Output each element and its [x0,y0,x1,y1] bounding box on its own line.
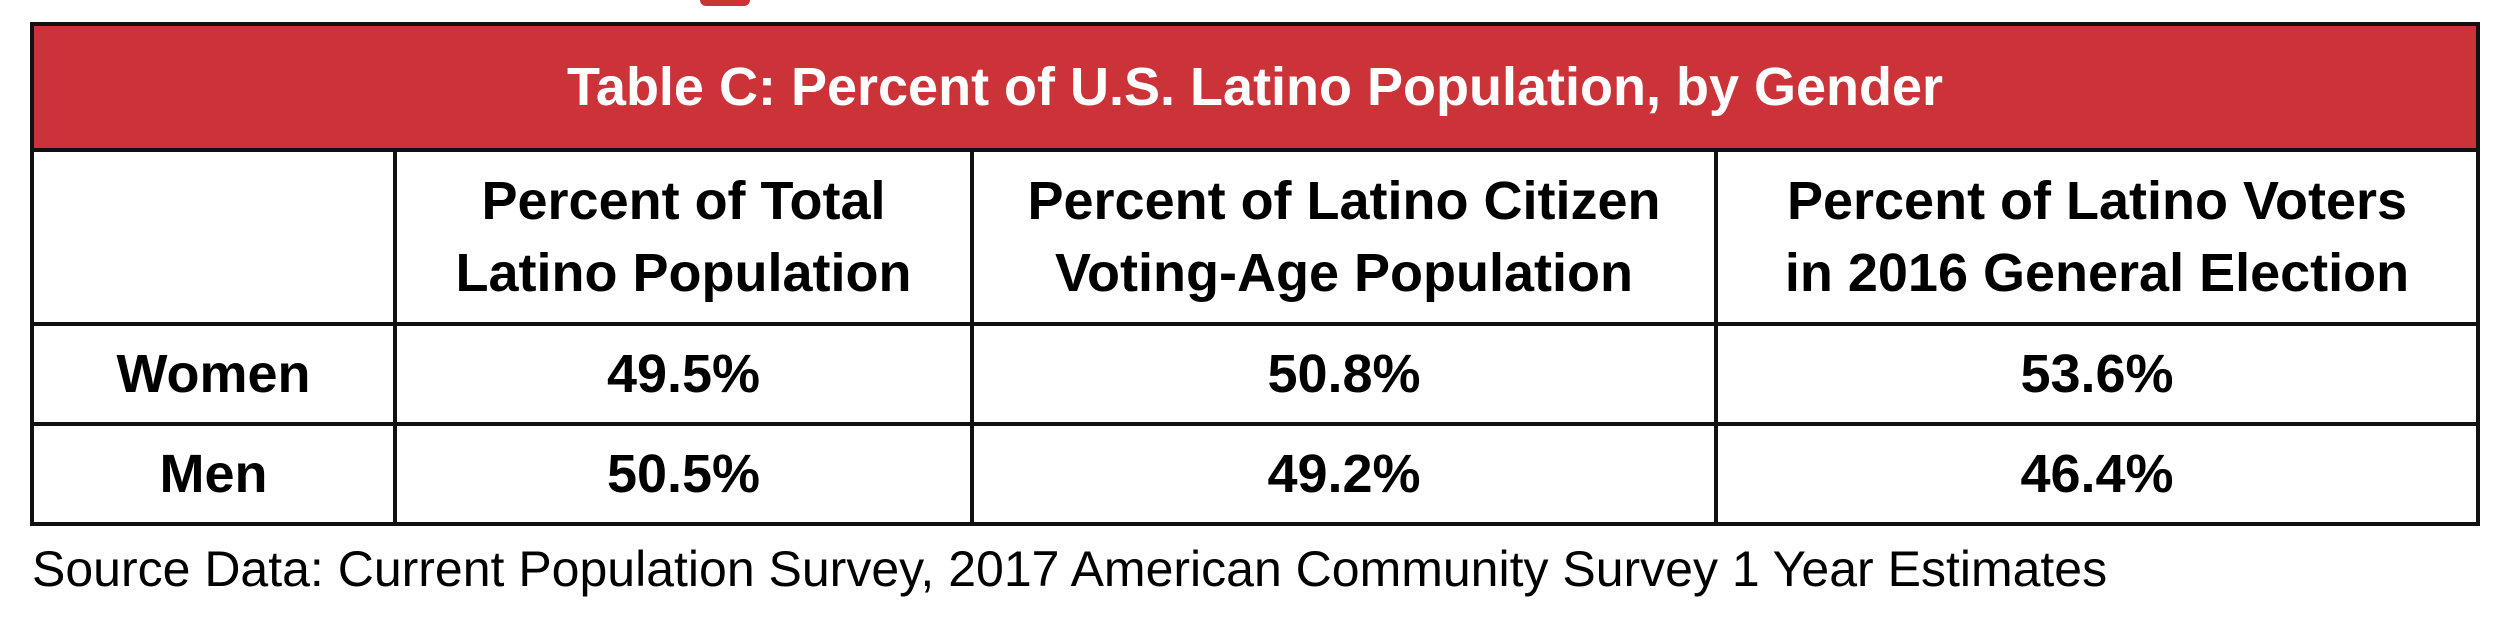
table-row: Men 50.5% 49.2% 46.4% [30,422,2481,526]
row-label-men: Men [30,422,397,526]
table-row: Women 49.5% 50.8% 53.6% [30,322,2481,426]
table-cell: 50.5% [393,422,974,526]
column-header-line: Percent of Latino Citizen [1027,171,1661,231]
column-header-line: Percent of Latino Voters [1786,171,2408,231]
table-cell: 49.2% [970,422,1718,526]
column-header-citizen-voting-age: Percent of Latino Citizen Voting-Age Pop… [970,148,1718,326]
column-header-line: Percent of Total [481,171,886,231]
column-header-2016-voters: Percent of Latino Voters in 2016 General… [1713,148,2481,326]
table-cell: 50.8% [970,322,1718,426]
row-label-women: Women [30,322,397,426]
title-row: Table C: Percent of U.S. Latino Populati… [29,22,2481,152]
table-cell: 53.6% [1713,322,2481,426]
column-header-line: Latino Population [455,243,912,303]
table-cell: 46.4% [1713,422,2481,526]
header-row: Percent of Total Latino Population Perce… [30,148,2481,326]
table-cell: 49.5% [393,322,974,426]
column-header-line: in 2016 General Election [1784,243,2410,303]
empty-corner-header [30,148,397,326]
column-header-total-population: Percent of Total Latino Population [393,148,974,326]
decorative-accent-mark [700,0,750,6]
column-header-line: Voting-Age Population [1055,243,1633,303]
source-note: Source Data: Current Population Survey, … [32,541,2108,597]
gender-percent-table: Table C: Percent of U.S. Latino Populati… [29,22,2481,526]
table-title: Table C: Percent of U.S. Latino Populati… [29,22,2481,152]
